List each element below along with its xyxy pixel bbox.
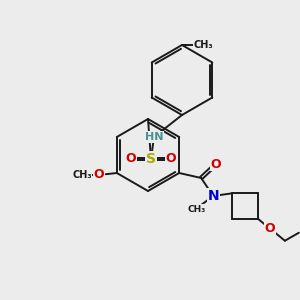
Text: O: O bbox=[126, 152, 136, 166]
Text: O: O bbox=[211, 158, 221, 170]
Text: N: N bbox=[207, 189, 219, 203]
Text: CH₃: CH₃ bbox=[187, 205, 205, 214]
Text: HN: HN bbox=[145, 132, 163, 142]
Text: O: O bbox=[94, 169, 104, 182]
Text: CH₃: CH₃ bbox=[193, 40, 213, 50]
Text: CH₃: CH₃ bbox=[72, 170, 92, 180]
Text: O: O bbox=[265, 222, 275, 235]
Text: S: S bbox=[146, 152, 156, 166]
Text: O: O bbox=[166, 152, 176, 166]
